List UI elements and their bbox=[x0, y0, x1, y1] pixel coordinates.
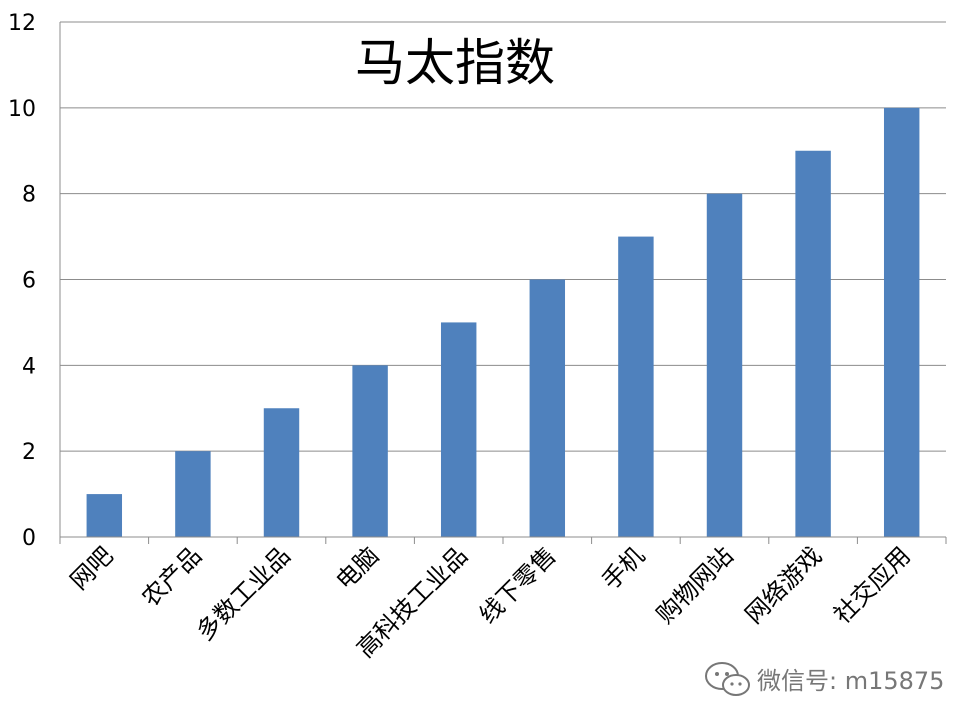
bar bbox=[529, 279, 566, 537]
x-tick-label: 网络游戏 bbox=[740, 541, 828, 629]
y-tick-label: 12 bbox=[8, 11, 36, 36]
bar bbox=[795, 150, 831, 537]
y-tick-label: 8 bbox=[22, 183, 36, 208]
x-tick-label: 多数工业品 bbox=[191, 541, 296, 646]
x-tick-label: 线下零售 bbox=[474, 541, 562, 629]
x-tick-label: 农产品 bbox=[136, 541, 207, 612]
x-tick-label: 社交应用 bbox=[828, 541, 916, 629]
bar bbox=[175, 451, 211, 537]
bar bbox=[706, 193, 743, 537]
wechat-icon bbox=[705, 662, 750, 696]
x-tick-label: 购物网站 bbox=[651, 541, 739, 629]
chart-title: 马太指数 bbox=[355, 34, 555, 92]
bar bbox=[263, 408, 300, 537]
y-tick-label: 10 bbox=[8, 97, 36, 122]
bars bbox=[86, 107, 920, 538]
x-tick-label: 手机 bbox=[596, 541, 650, 595]
y-axis-ticks: 0 2 4 6 8 10 12 bbox=[8, 11, 36, 551]
bar bbox=[86, 494, 123, 537]
y-tick-label: 6 bbox=[22, 269, 36, 294]
y-tick-label: 0 bbox=[22, 526, 36, 551]
bar bbox=[883, 107, 920, 537]
y-tick-label: 2 bbox=[22, 440, 36, 465]
watermark: 微信号: m15875 bbox=[705, 662, 944, 696]
bar bbox=[440, 322, 477, 537]
x-axis bbox=[59, 22, 947, 544]
y-tick-label: 4 bbox=[22, 354, 36, 379]
bar bbox=[352, 365, 388, 537]
x-tick-label: 电脑 bbox=[331, 541, 385, 595]
bar bbox=[618, 236, 654, 538]
watermark-text: 微信号: m15875 bbox=[757, 667, 944, 695]
x-tick-label: 网吧 bbox=[65, 541, 119, 595]
